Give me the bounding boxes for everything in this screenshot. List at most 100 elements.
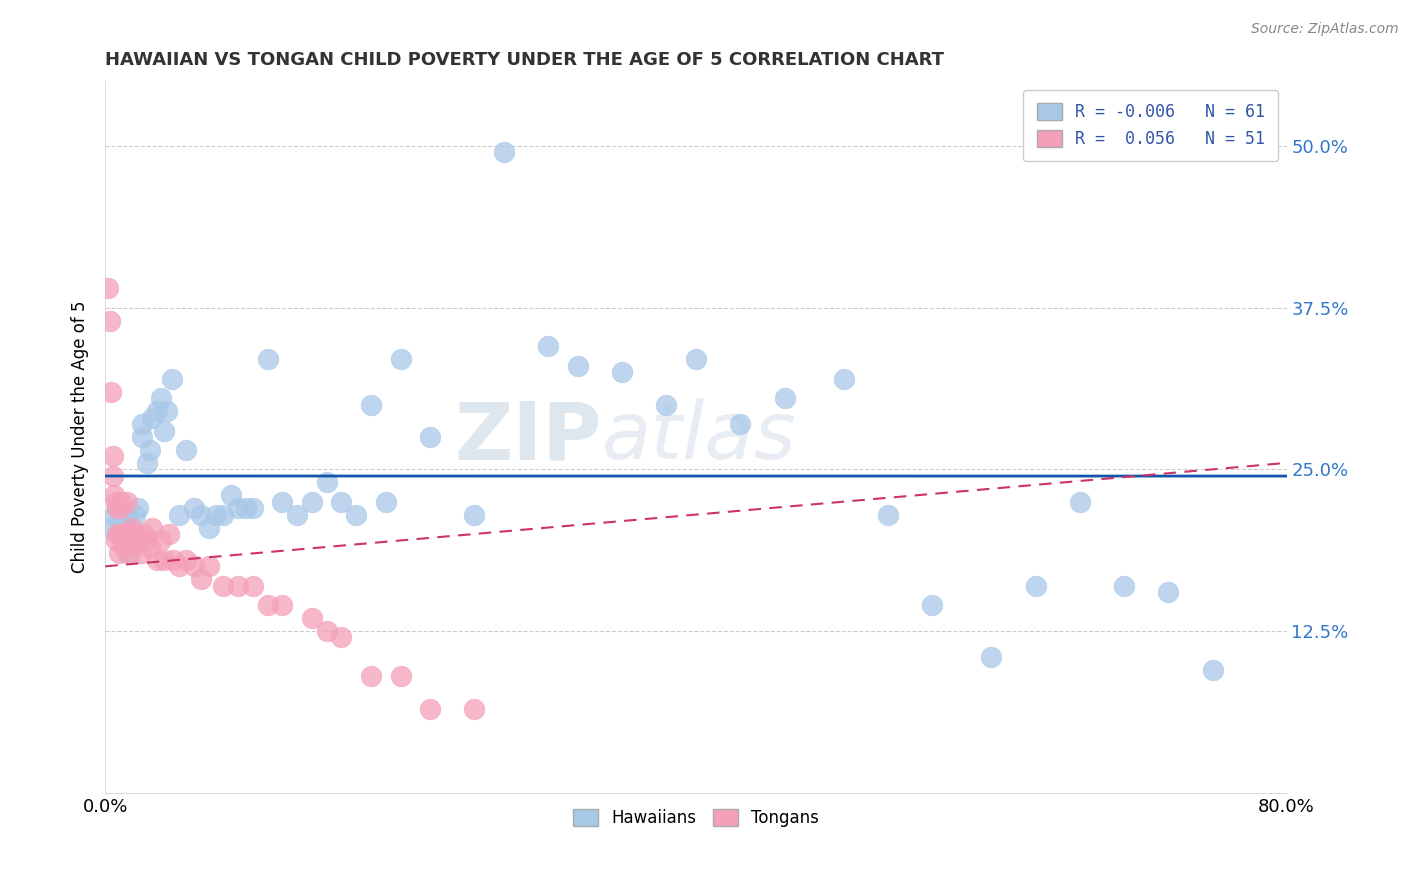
Point (197, 559, 219, 574)
Point (610, 365, 633, 379)
Point (212, 508, 235, 522)
Point (492, 145, 515, 160)
Point (108, 508, 131, 522)
Point (301, 494, 323, 508)
Point (111, 527, 134, 541)
Point (117, 533, 139, 548)
Point (110, 494, 132, 508)
Point (127, 533, 149, 548)
Point (685, 352, 707, 367)
Point (121, 527, 143, 541)
Point (105, 527, 128, 541)
Y-axis label: Child Poverty Under the Age of 5: Child Poverty Under the Age of 5 (72, 301, 89, 574)
Point (256, 598, 278, 612)
Point (117, 508, 139, 522)
Point (205, 508, 228, 522)
Point (1025, 579, 1047, 593)
Point (183, 501, 205, 516)
Point (121, 520, 143, 534)
Point (330, 494, 353, 508)
Point (360, 669, 382, 683)
Point (127, 501, 149, 516)
Point (235, 501, 257, 516)
Point (315, 475, 337, 490)
Point (256, 352, 278, 367)
Point (150, 391, 173, 405)
Point (876, 508, 898, 522)
Point (160, 372, 183, 386)
Point (374, 494, 396, 508)
Point (141, 410, 163, 425)
Point (980, 649, 1002, 664)
Point (655, 398, 678, 412)
Point (132, 527, 155, 541)
Point (131, 430, 153, 444)
Point (226, 501, 249, 516)
Point (301, 611, 323, 625)
Point (156, 404, 179, 418)
Point (389, 352, 412, 367)
Point (103, 508, 125, 522)
Point (101, 450, 124, 464)
Point (212, 579, 235, 593)
Point (105, 501, 128, 516)
Point (124, 527, 146, 541)
Point (330, 631, 353, 645)
Point (146, 404, 169, 418)
Point (219, 488, 242, 502)
Point (105, 501, 128, 516)
Point (117, 494, 139, 508)
Text: ZIP: ZIP (454, 398, 602, 476)
Point (129, 546, 152, 560)
Point (153, 553, 176, 567)
Point (183, 559, 205, 574)
Text: atlas: atlas (602, 398, 796, 476)
Point (138, 442, 160, 457)
Text: HAWAIIAN VS TONGAN CHILD POVERTY UNDER THE AGE OF 5 CORRELATION CHART: HAWAIIAN VS TONGAN CHILD POVERTY UNDER T… (105, 51, 945, 69)
Point (124, 508, 146, 522)
Point (728, 417, 751, 431)
Point (107, 546, 129, 560)
Point (389, 669, 412, 683)
Point (103, 488, 125, 502)
Point (242, 579, 264, 593)
Point (921, 598, 943, 612)
Point (131, 417, 153, 431)
Point (98, 313, 121, 327)
Point (135, 456, 157, 470)
Point (100, 520, 122, 534)
Point (197, 520, 219, 534)
Point (120, 546, 142, 560)
Point (111, 514, 134, 528)
Point (344, 508, 367, 522)
Point (176, 442, 198, 457)
Point (315, 624, 337, 638)
Point (1202, 663, 1225, 677)
Point (190, 508, 212, 522)
Point (150, 533, 173, 548)
Point (146, 553, 169, 567)
Point (104, 494, 127, 508)
Point (537, 339, 560, 353)
Point (104, 533, 127, 548)
Point (108, 527, 131, 541)
Point (108, 501, 131, 516)
Point (100, 384, 122, 399)
Point (167, 508, 190, 522)
Point (242, 501, 264, 516)
Point (138, 540, 160, 554)
Point (419, 430, 441, 444)
Point (1157, 585, 1180, 599)
Point (141, 520, 163, 534)
Point (162, 553, 184, 567)
Point (226, 579, 249, 593)
Legend: Hawaiians, Tongans: Hawaiians, Tongans (567, 803, 825, 834)
Point (108, 527, 131, 541)
Point (567, 359, 589, 373)
Text: Source: ZipAtlas.com: Source: ZipAtlas.com (1251, 22, 1399, 37)
Point (101, 468, 124, 483)
Point (117, 546, 139, 560)
Point (190, 572, 212, 586)
Point (285, 508, 308, 522)
Point (115, 527, 138, 541)
